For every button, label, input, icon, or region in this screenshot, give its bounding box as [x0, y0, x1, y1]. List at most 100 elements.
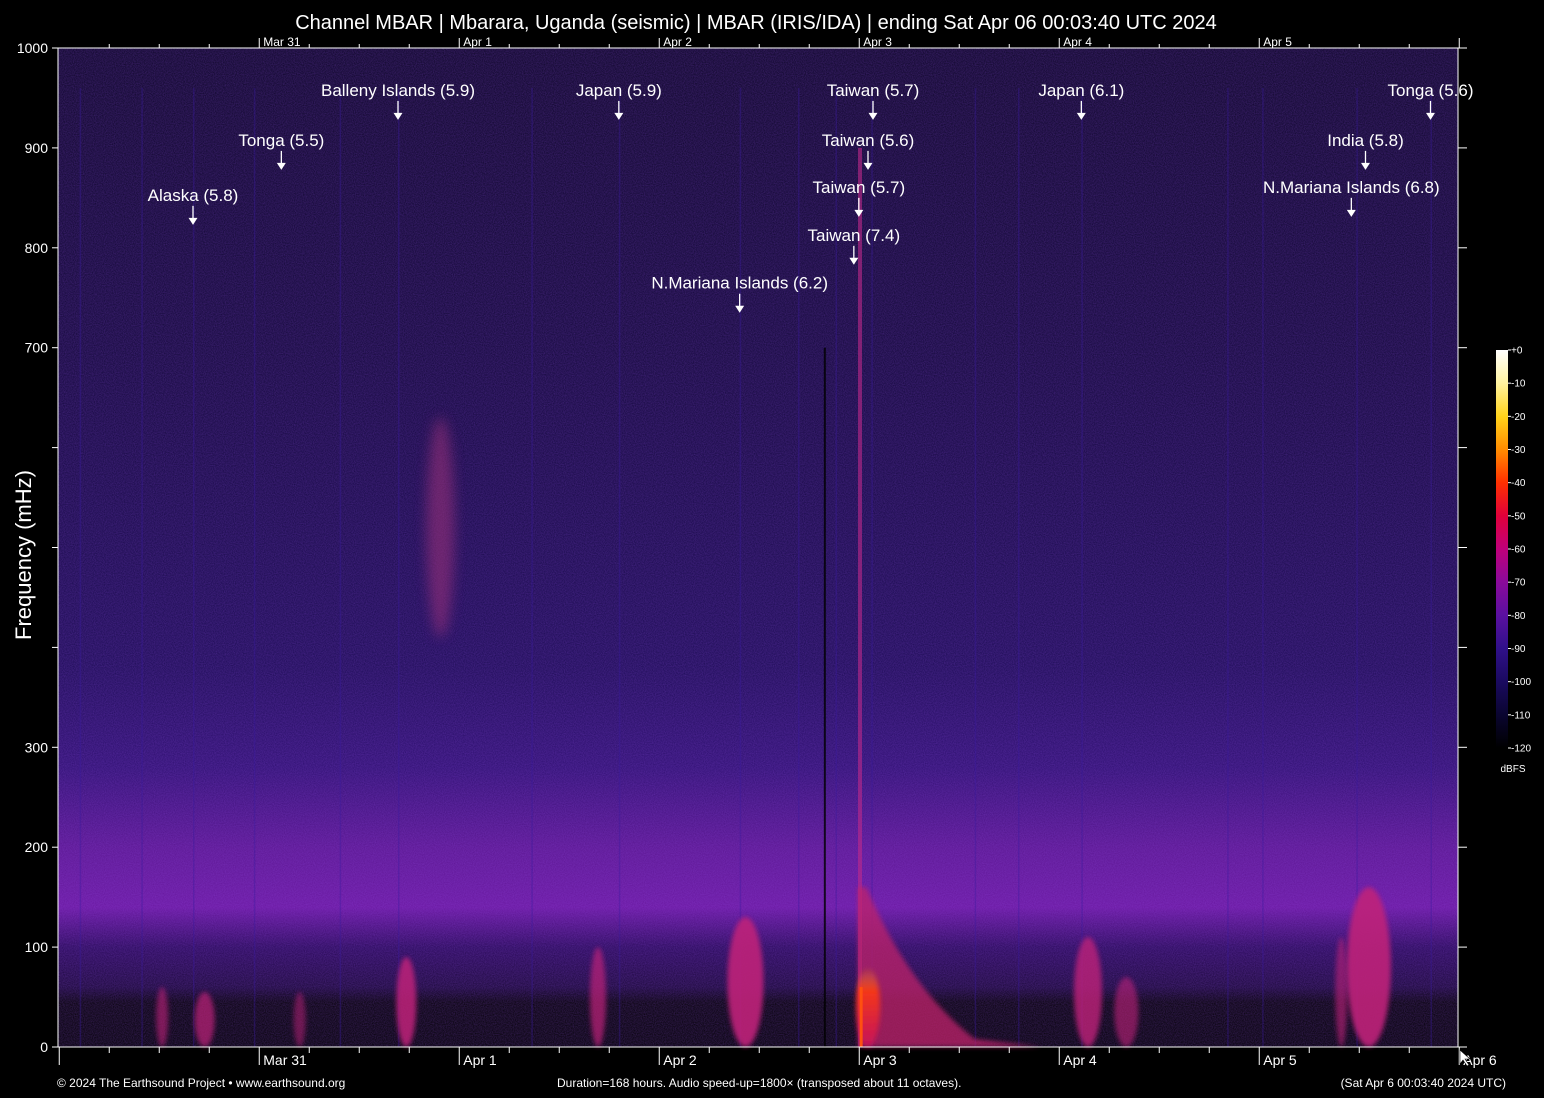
colorbar-tick-label: -110: [1511, 710, 1531, 721]
spectrogram-streak: [1018, 88, 1020, 1047]
event-annotation: Alaska (5.8): [148, 186, 239, 225]
spectrogram-image: [58, 48, 1458, 1047]
event-label: N.Mariana Islands (6.2): [651, 274, 828, 293]
event-arrow-icon: [735, 305, 745, 313]
event-annotation: Balleny Islands (5.9): [321, 81, 475, 120]
colorbar-gradient: [1496, 350, 1508, 748]
spectrogram-streak: [739, 88, 742, 1047]
event-arrow-icon: [188, 217, 198, 225]
event-annotation: Tonga (5.6): [1388, 81, 1474, 120]
y-tick-label: 100: [25, 939, 49, 955]
event-annotation: Tonga (5.5): [238, 131, 324, 170]
spectrogram-streak: [618, 88, 621, 1047]
spectrogram-streak: [1227, 88, 1229, 1047]
x-tick-label: Mar 31: [263, 1052, 307, 1068]
y-tick-label: 900: [25, 140, 49, 156]
x-tick-label-top: Apr 3: [863, 35, 892, 49]
event-label: Taiwan (7.4): [808, 226, 901, 245]
footer-duration: Duration=168 hours. Audio speed-up=1800×…: [557, 1076, 962, 1090]
spectrogram-burst: [1114, 977, 1139, 1047]
event-annotation: Taiwan (5.7): [813, 178, 905, 217]
x-tick-label-top: Apr 5: [1263, 35, 1292, 49]
x-tick-label-top: Mar 31: [263, 35, 301, 49]
spectrogram-burst: [727, 917, 764, 1047]
x-tick-label-top: Apr 4: [1063, 35, 1092, 49]
event-arrow-icon: [1361, 162, 1370, 170]
event-arrow-icon: [393, 112, 403, 120]
event-arrow-icon: [276, 162, 286, 170]
event-label: Tonga (5.5): [238, 131, 324, 150]
colorbar-tick-label: -10: [1511, 379, 1526, 390]
spectrogram-gap: [823, 347, 826, 1047]
event-label: Japan (6.1): [1038, 81, 1124, 100]
spectrogram-burst: [156, 987, 169, 1047]
spectrogram-streak: [531, 88, 533, 1047]
event-label: Balleny Islands (5.9): [321, 81, 475, 100]
colorbar-tick-label: -80: [1511, 611, 1526, 622]
event-annotation: Taiwan (7.4): [808, 226, 901, 265]
spectrogram-quake-core: [856, 967, 880, 1047]
spectrogram-noise: [58, 48, 1458, 1047]
event-arrow-icon: [863, 162, 873, 170]
axes: 0 100 200 300 700 800 900 1000 Mar 31 Mar 31 Apr 1…: [17, 35, 1497, 1068]
spectrogram-streak: [398, 88, 400, 1047]
event-arrow-icon: [849, 257, 859, 265]
colorbar-tick-label: -40: [1511, 478, 1526, 489]
event-label: N.Mariana Islands (6.8): [1263, 178, 1440, 197]
event-annotation: N.Mariana Islands (6.2): [651, 274, 828, 313]
spectrogram-streak: [835, 88, 837, 1047]
event-annotations: Alaska (5.8) Tonga (5.5) Balleny Islands (…: [148, 81, 1474, 313]
event-annotation: Taiwan (5.6): [822, 131, 915, 170]
spectrogram-burst: [1074, 937, 1102, 1047]
colorbar-tick-label: +0: [1511, 346, 1523, 357]
y-tick-label: 0: [40, 1039, 48, 1055]
event-label: India (5.8): [1327, 131, 1404, 150]
spectrogram-streak: [193, 88, 195, 1047]
x-tick-label: Apr 2: [663, 1052, 697, 1068]
spectrogram-burst: [293, 992, 306, 1047]
y-tick-label: 800: [25, 240, 49, 256]
x-tick-label: Apr 4: [1063, 1052, 1097, 1068]
x-tick-label: Apr 1: [463, 1052, 497, 1068]
colorbar-unit-label: dBFS: [1500, 764, 1525, 775]
spectrogram-quake-peak: [859, 987, 863, 1047]
spectrogram-streak: [79, 88, 82, 1047]
event-label: Tonga (5.6): [1388, 81, 1474, 100]
spectrogram-burst: [396, 957, 417, 1047]
event-annotation: India (5.8): [1327, 131, 1404, 170]
x-tick-label: Apr 5: [1263, 1052, 1297, 1068]
event-annotation: N.Mariana Islands (6.8): [1263, 178, 1440, 217]
event-arrow-icon: [854, 209, 864, 217]
spectrogram-streak: [871, 88, 873, 1047]
x-tick-label: Apr 3: [863, 1052, 897, 1068]
spectrogram-burst: [590, 947, 606, 1047]
spectrogram-streak: [1262, 88, 1264, 1047]
event-arrow-icon: [614, 112, 624, 120]
colorbar-tick-label: -70: [1511, 578, 1526, 589]
spectrogram-streak: [141, 88, 143, 1047]
spectrogram-streak: [339, 88, 342, 1047]
footer-copyright: © 2024 The Earthsound Project • www.eart…: [57, 1076, 346, 1090]
spectrogram-quake-coda: [858, 887, 1042, 1047]
colorbar: +0 -10 -20 -30 -40 -50 -60 -70 -80 -90 -100 -110 -12…: [1496, 346, 1531, 775]
spectrogram-streak: [798, 88, 800, 1047]
event-label: Japan (5.9): [576, 81, 662, 100]
event-label: Alaska (5.8): [148, 186, 239, 205]
spectrogram-streak: [1430, 88, 1432, 1047]
colorbar-tick-label: -20: [1511, 412, 1526, 423]
spectrogram-plume: [426, 417, 455, 638]
event-arrow-icon: [1346, 209, 1356, 217]
spectrogram-streak: [974, 88, 977, 1047]
event-label: Taiwan (5.6): [822, 131, 915, 150]
event-annotation: Japan (6.1): [1038, 81, 1124, 120]
chart-title: Channel MBAR | Mbarara, Uganda (seismic)…: [295, 12, 1217, 34]
y-tick-label: 1000: [17, 40, 48, 56]
spectrogram-streak: [253, 88, 256, 1047]
y-tick-label: 200: [25, 839, 49, 855]
spectrogram-streak: [1081, 88, 1083, 1047]
x-tick-label-top: Apr 2: [663, 35, 692, 49]
event-arrow-icon: [868, 112, 878, 120]
event-annotation: Japan (5.9): [576, 81, 662, 120]
colorbar-tick-label: -60: [1511, 545, 1526, 556]
